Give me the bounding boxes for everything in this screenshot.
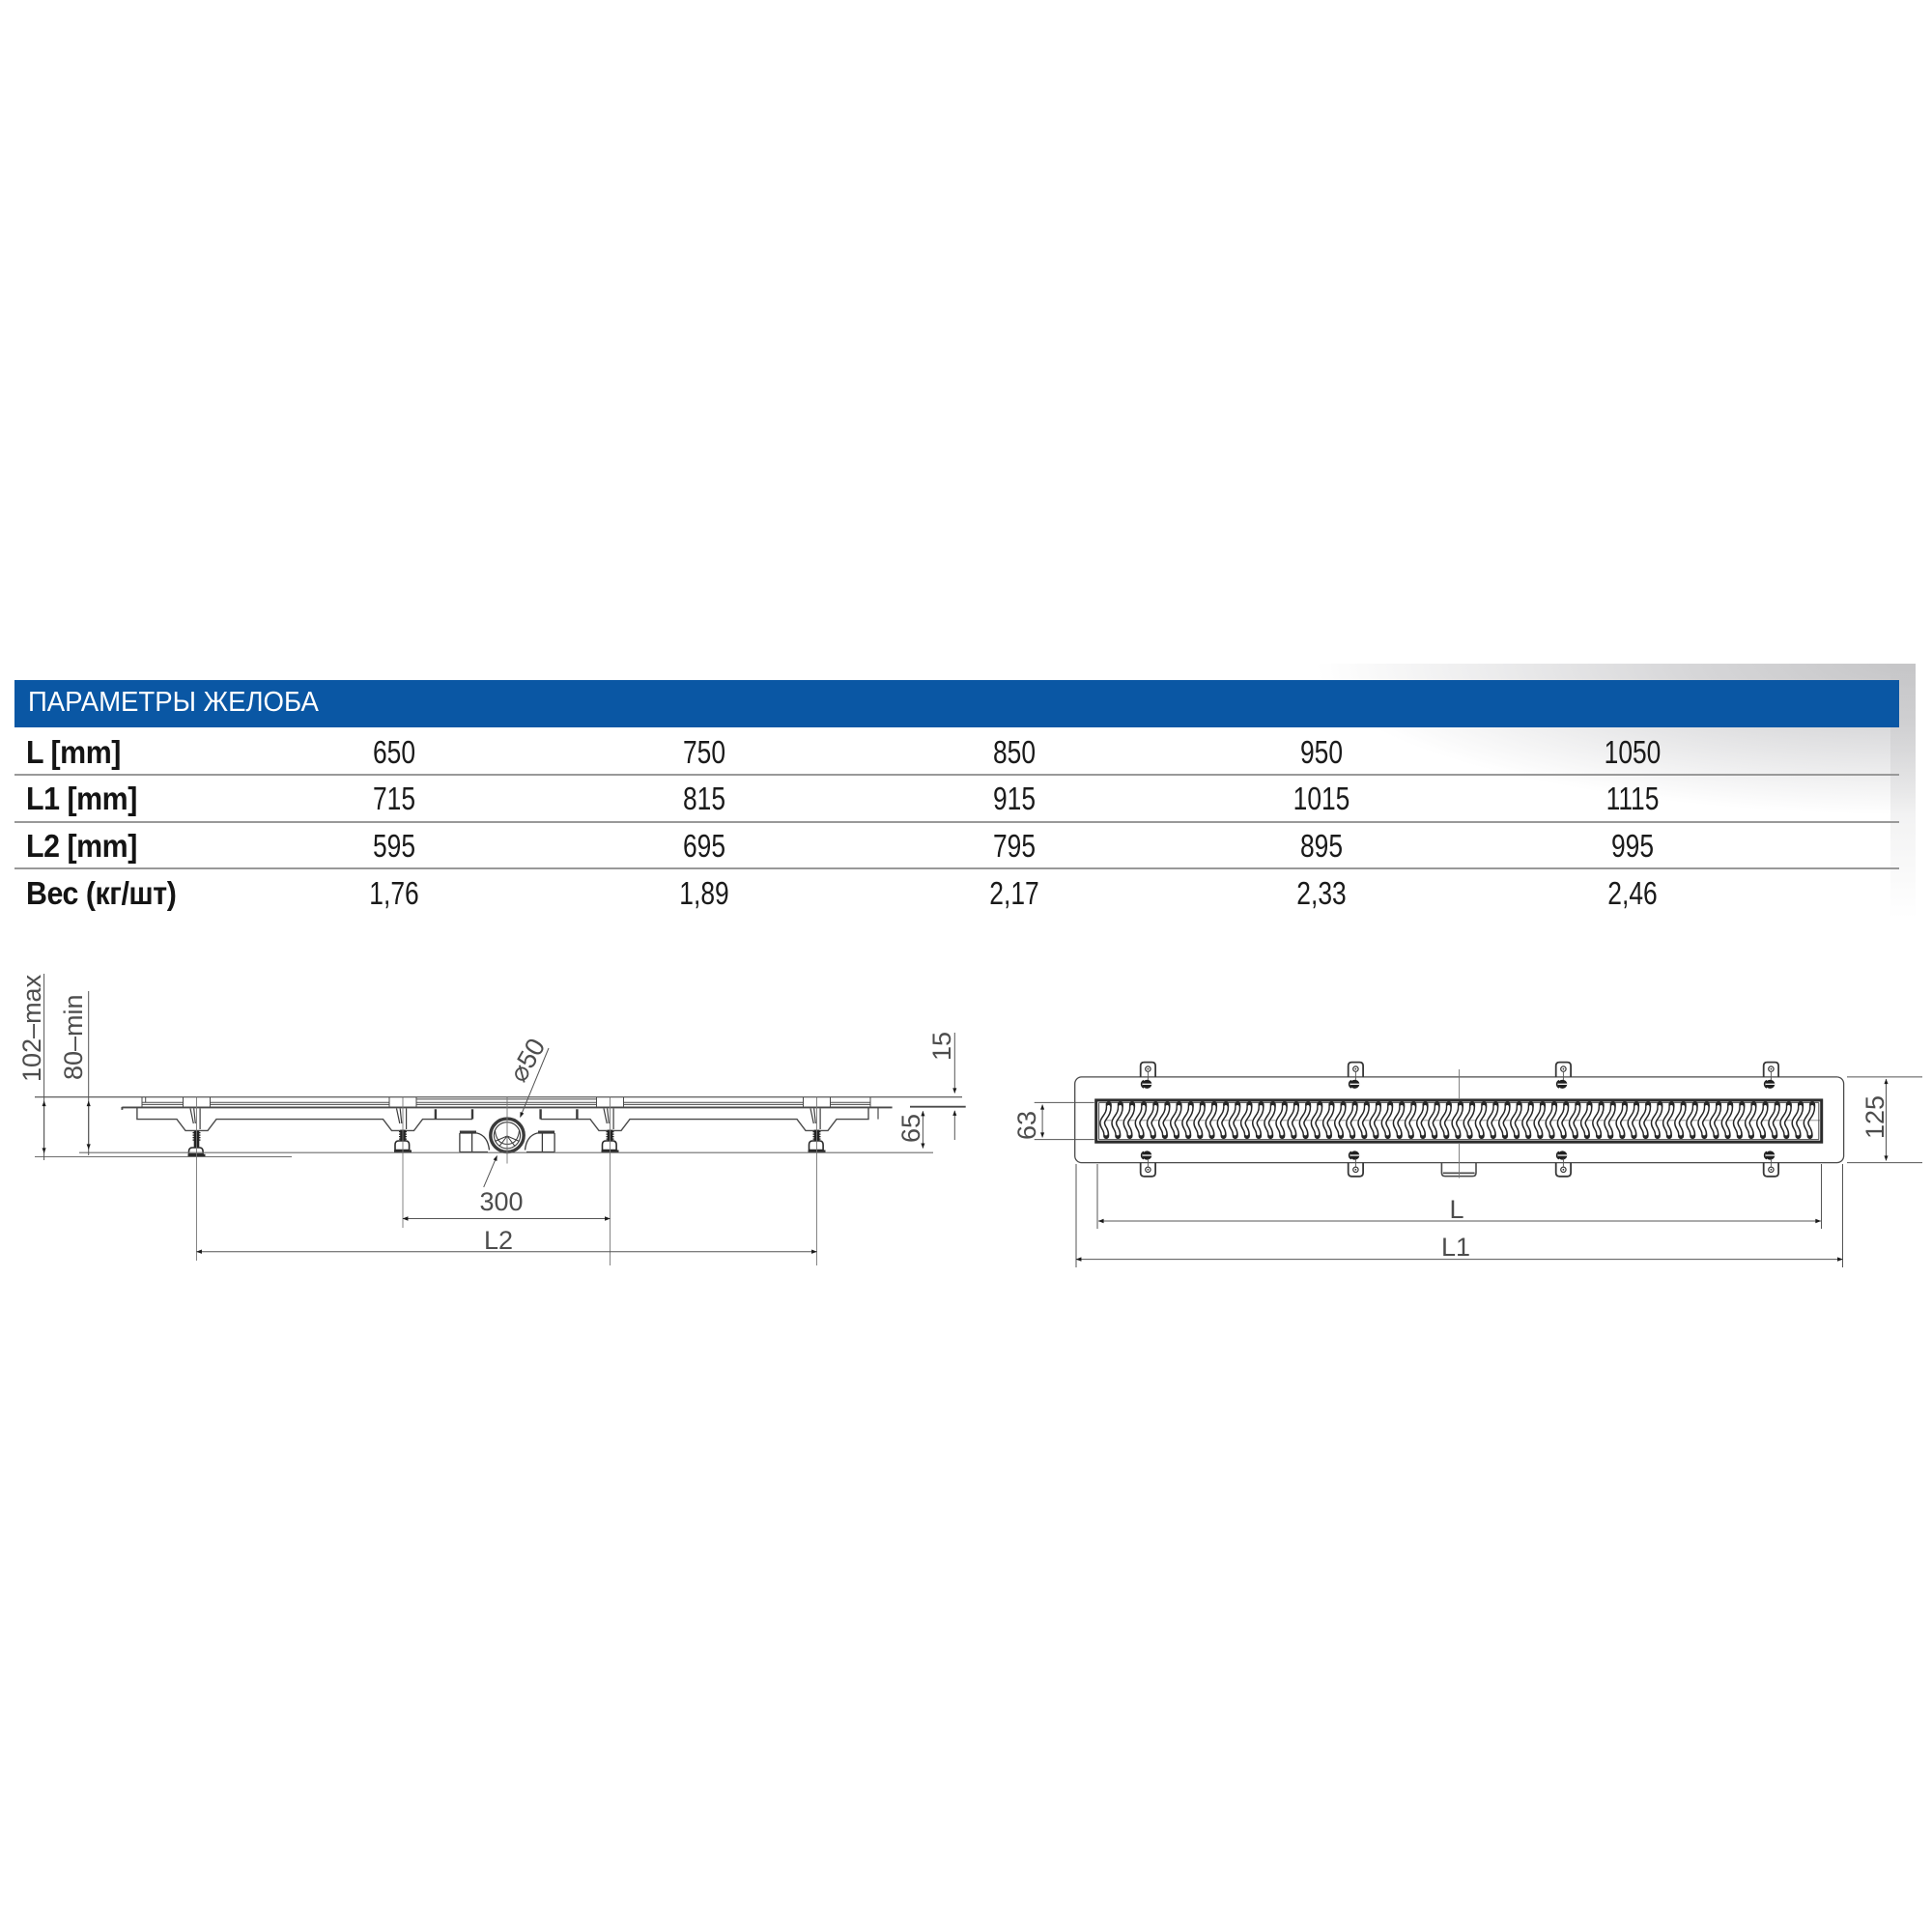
- svg-text:⌀50: ⌀50: [503, 1034, 551, 1087]
- svg-text:63: 63: [1012, 1111, 1041, 1140]
- svg-text:300: 300: [479, 1187, 523, 1216]
- svg-text:L1: L1: [1441, 1233, 1470, 1262]
- svg-text:125: 125: [1861, 1095, 1889, 1139]
- svg-text:15: 15: [927, 1032, 956, 1061]
- svg-text:L: L: [1449, 1195, 1463, 1224]
- svg-text:L2: L2: [484, 1226, 513, 1255]
- svg-text:65: 65: [896, 1114, 925, 1143]
- svg-text:80–min: 80–min: [59, 994, 88, 1080]
- svg-text:102–max: 102–max: [17, 974, 46, 1082]
